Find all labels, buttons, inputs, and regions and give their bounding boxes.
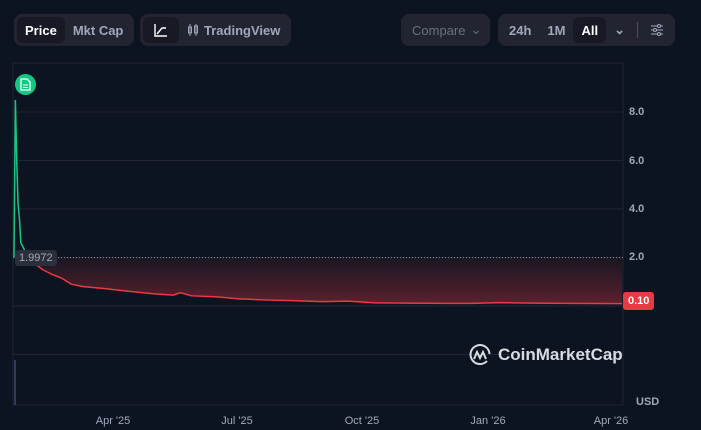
more-ranges-button[interactable]: ⌄: [606, 17, 633, 43]
x-tick: Jan '26: [470, 415, 506, 427]
range-selector: 24h 1M All ⌄: [498, 14, 675, 46]
x-tick: Apr '25: [95, 415, 131, 427]
price-mktcap-toggle: Price Mkt Cap: [14, 14, 135, 46]
loss-area: [14, 257, 622, 304]
compare-dropdown[interactable]: Compare ⌄: [401, 14, 490, 46]
range-24h[interactable]: 24h: [509, 22, 532, 38]
current-price-badge: 0.10: [623, 292, 655, 310]
line-chart-button[interactable]: [143, 17, 179, 43]
chevron-down-icon: ⌄: [470, 22, 482, 37]
sliders-icon: [651, 24, 663, 36]
y-tick: 2.0: [629, 251, 645, 263]
tradingview-button[interactable]: TradingView: [179, 17, 288, 43]
y-tick: 6.0: [629, 155, 645, 167]
document-icon: [20, 78, 31, 91]
x-tick: Oct '25: [344, 415, 380, 427]
chevron-down-icon: ⌄: [614, 22, 625, 37]
line-chart-icon: [154, 24, 167, 37]
price-line-down: [25, 254, 623, 305]
tradingview-label: TradingView: [204, 22, 281, 38]
note-button[interactable]: [15, 74, 36, 95]
coinmarketcap-logo-icon: [469, 344, 491, 366]
x-tick: Jul '25: [221, 415, 253, 427]
y-tick: 8.0: [629, 106, 645, 118]
currency-label: USD: [636, 396, 660, 408]
coinmarketcap-watermark: CoinMarketCap: [468, 343, 623, 367]
range-1m[interactable]: 1M: [547, 22, 566, 38]
chart-style-toggle: TradingView: [140, 14, 292, 46]
mkt-cap-tab[interactable]: Mkt Cap: [72, 22, 124, 38]
baseline-label: 1.9972: [15, 250, 57, 266]
price-line-up: [13, 99, 34, 263]
range-all[interactable]: All: [573, 17, 607, 43]
settings-button[interactable]: [642, 17, 672, 43]
candlestick-icon: [188, 24, 198, 36]
x-tick: Apr '26: [593, 415, 629, 427]
divider: [637, 22, 638, 38]
plot-border: [12, 62, 624, 406]
compare-label: Compare ⌄: [412, 22, 482, 38]
y-tick: 4.0: [629, 203, 645, 215]
price-tab[interactable]: Price: [17, 17, 65, 43]
